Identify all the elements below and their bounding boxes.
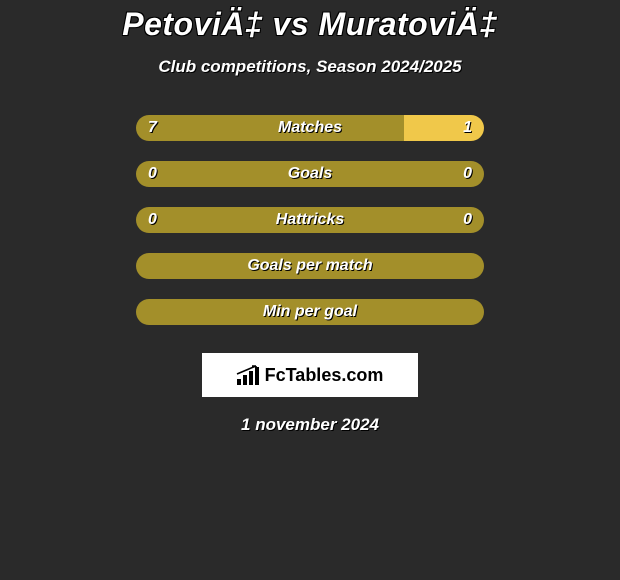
branding-text: FcTables.com	[265, 365, 384, 386]
stat-label: Goals	[288, 165, 332, 183]
stat-label: Matches	[278, 119, 342, 137]
stat-value-right: 1	[463, 119, 472, 137]
stat-row: Goals per match	[136, 253, 484, 279]
stat-value-right: 0	[463, 211, 472, 229]
stat-bar: Goals per match	[136, 253, 484, 279]
stat-value-left: 0	[148, 211, 157, 229]
stat-bar: 0 0 Goals	[136, 161, 484, 187]
bar-segment-left	[136, 115, 404, 141]
card-date: 1 november 2024	[241, 415, 379, 435]
stat-row: Min per goal	[136, 299, 484, 325]
stats-card: PetoviÄ‡ vs MuratoviÄ‡ Club competitions…	[0, 0, 620, 435]
chart-bars-icon	[237, 365, 261, 385]
stat-rows: 7 1 Matches 0 0 Goals 0 0 Hattricks Goals per mat…	[136, 115, 484, 345]
stat-value-left: 7	[148, 119, 157, 137]
stat-bar: Min per goal	[136, 299, 484, 325]
stat-label: Min per goal	[263, 303, 357, 321]
stat-label: Hattricks	[276, 211, 344, 229]
stat-label: Goals per match	[247, 257, 372, 275]
stat-bar: 7 1 Matches	[136, 115, 484, 141]
card-subtitle: Club competitions, Season 2024/2025	[158, 57, 461, 77]
card-title: PetoviÄ‡ vs MuratoviÄ‡	[122, 6, 498, 43]
stat-row: 0 0 Goals	[136, 161, 484, 187]
stat-row: 7 1 Matches	[136, 115, 484, 141]
stat-row: 0 0 Hattricks	[136, 207, 484, 233]
branding-box: FcTables.com	[202, 353, 418, 397]
stat-value-left: 0	[148, 165, 157, 183]
stat-value-right: 0	[463, 165, 472, 183]
stat-bar: 0 0 Hattricks	[136, 207, 484, 233]
